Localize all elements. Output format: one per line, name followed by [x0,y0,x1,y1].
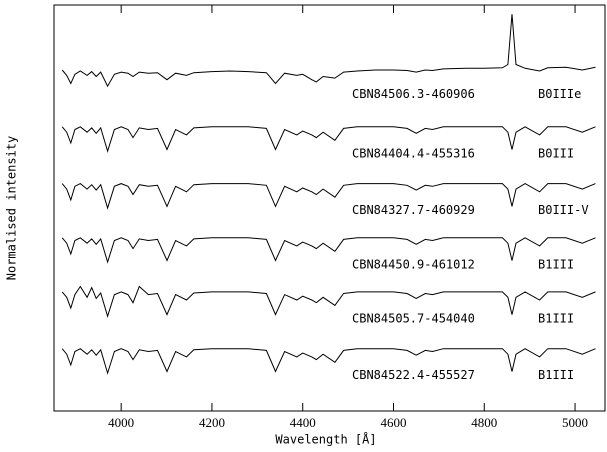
star-name: CBN84450.9-461012 [352,257,475,271]
spectrum-line [61,14,596,88]
spectrum-line [61,126,596,153]
spectral-type: B1III [538,368,574,382]
spectral-type: B0III [538,146,574,160]
x-axis-label: Wavelength [Å] [275,432,376,447]
spectral-type: B0III-V [538,203,589,217]
x-tick-label: 4200 [199,415,225,430]
y-axis-label: Normalised intensity [5,136,19,281]
plot-frame [53,4,606,412]
star-name: CBN84522.4-455527 [352,368,475,382]
x-tick-label: 4000 [108,415,134,430]
x-tick-label: 4600 [380,415,406,430]
spectral-type: B0IIIe [538,87,581,101]
spectrum-line [61,183,596,210]
star-name: CBN84404.4-455316 [352,146,475,160]
star-name: CBN84506.3-460906 [352,87,475,101]
x-tick-label: 4800 [471,415,497,430]
star-name: CBN84505.7-454040 [352,311,475,325]
spectrum-line [61,348,596,375]
spectrum-line [61,285,596,319]
spectral-type: B1III [538,311,574,325]
spectral-type: B1III [538,257,574,271]
x-tick-label: 4400 [290,415,316,430]
spectrum-line [61,237,596,264]
x-tick-label: 5000 [562,415,588,430]
star-name: CBN84327.7-460929 [352,203,475,217]
